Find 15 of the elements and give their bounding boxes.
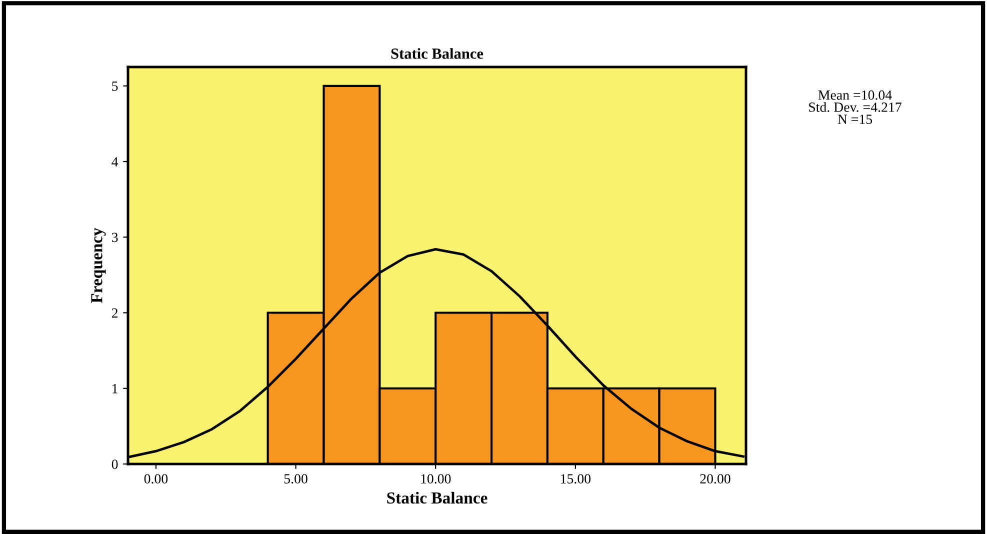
y-tick-label: 1 xyxy=(112,384,118,394)
y-axis-title: Frequency xyxy=(91,228,106,304)
chart-title: Static Balance xyxy=(391,48,484,59)
x-tick-label: 10.00 xyxy=(421,474,451,484)
text: Mean =10.04 Std. Dev. =4.217 N =15 xyxy=(809,90,902,124)
x-tick-label: 0.00 xyxy=(144,474,168,484)
x-tick-label: 20.00 xyxy=(700,474,730,484)
y-tick-label: 0 xyxy=(112,460,118,469)
y-tick-label: 3 xyxy=(112,232,118,242)
y-tick-label: 2 xyxy=(112,308,118,318)
y-tick-label: 5 xyxy=(112,82,118,91)
x-axis-title: Static Balance xyxy=(387,492,488,504)
x-tick-label: 5.00 xyxy=(284,474,308,484)
y-tick-label: 4 xyxy=(112,157,118,166)
x-tick-label: 15.00 xyxy=(561,474,591,484)
